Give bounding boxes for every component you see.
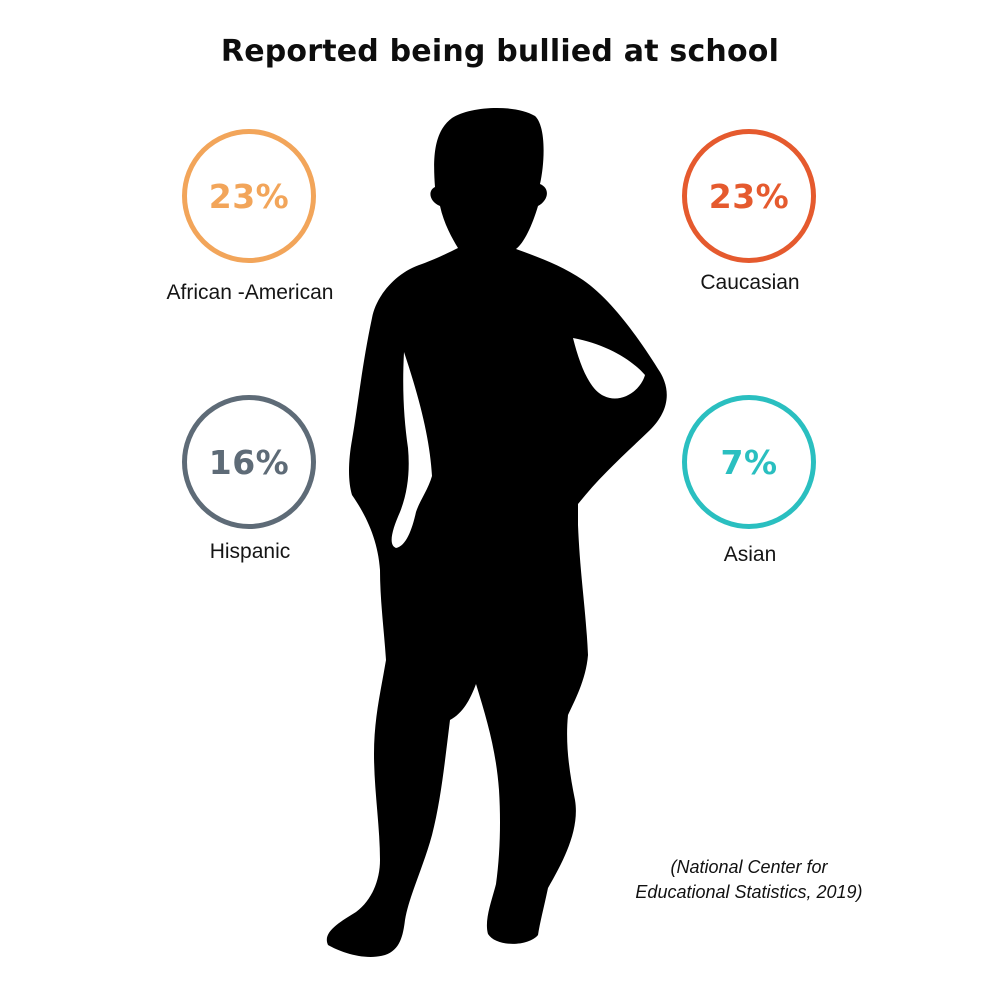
stat-value-asian: 7%	[720, 442, 778, 482]
stat-label-asian: Asian	[723, 543, 777, 566]
stat-ring-african-american: 23%	[182, 129, 316, 263]
source-citation: (National Center for Educational Statist…	[604, 855, 894, 905]
stat-value-african-american: 23%	[208, 176, 290, 216]
stat-ring-hispanic: 16%	[182, 395, 316, 529]
stat-value-caucasian: 23%	[708, 176, 790, 216]
stat-value-hispanic: 16%	[208, 442, 290, 482]
stat-ring-asian: 7%	[682, 395, 816, 529]
source-line-1: (National Center for	[670, 857, 828, 877]
stat-ring-caucasian: 23%	[682, 129, 816, 263]
stat-label-hispanic: Hispanic	[209, 540, 291, 563]
source-line-2: Educational Statistics, 2019)	[635, 882, 863, 902]
page-title: Reported being bullied at school	[220, 34, 780, 69]
silhouette-shape	[326, 107, 667, 957]
stat-label-african-american: African -American	[166, 281, 334, 304]
stat-label-caucasian: Caucasian	[700, 271, 800, 294]
